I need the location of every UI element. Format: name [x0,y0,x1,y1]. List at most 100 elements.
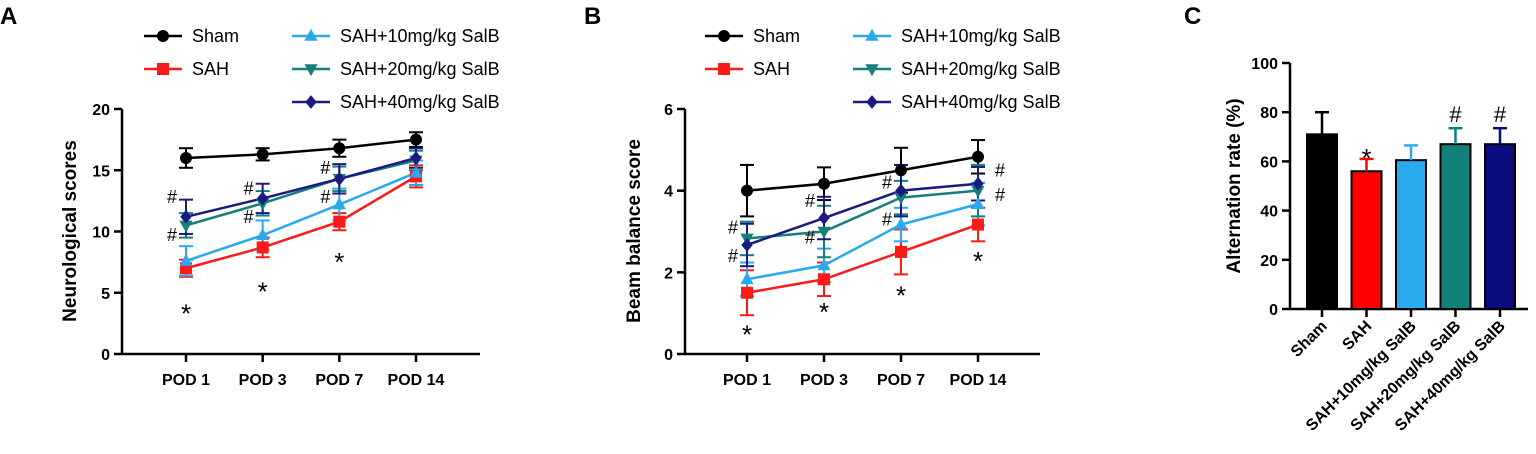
significance-star: * [896,281,906,311]
y-tick-label: 80 [1260,105,1278,122]
y-tick-label: 20 [1260,253,1278,270]
data-point-series-1 [818,177,830,190]
bar [1350,170,1383,310]
legend-marker [304,28,318,41]
significance-hash: # [995,160,1005,180]
significance-hash: # [320,158,330,178]
data-point-series-2 [972,218,984,231]
significance-star: * [258,277,268,307]
x-tick-label: SAH [1339,318,1375,354]
x-tick-label: POD 7 [877,372,925,389]
series-line-4 [185,159,417,227]
significance-star: * [181,299,191,329]
significance-hash: # [167,187,177,207]
bar [1395,159,1427,310]
data-point-series-2 [741,286,753,299]
data-point-series-5 [818,211,830,225]
legend-marker [866,95,878,109]
y-tick-label: 2 [664,265,673,282]
data-point-series-4 [179,220,193,233]
y-tick-label: 0 [664,347,673,364]
series-line-3 [185,171,417,263]
y-axis-title-a: Neurological scores [60,140,81,322]
legend-marker [305,95,317,109]
significance-hash: # [167,225,177,245]
series-line-4 [746,189,979,240]
data-point-series-5 [333,171,346,186]
significance-star: * [742,320,752,350]
y-tick-label: 15 [92,163,110,180]
significance-hash: # [882,173,892,193]
legend-entry: SAH [753,59,790,79]
legend-entry: SAH+10mg/kg SalB [901,26,1061,46]
y-tick-label: 40 [1260,204,1278,221]
series-line-5 [746,182,979,247]
legend-entry: SAH+20mg/kg SalB [340,59,500,79]
legend-entry: SAH+10mg/kg SalB [340,26,500,46]
legend-marker [157,63,169,75]
legend-marker [304,64,318,77]
legend-entry: Sham [192,26,239,46]
data-point-series-3 [894,217,908,230]
x-tick-label: POD 3 [239,372,287,389]
significance-hash: # [805,228,815,248]
data-point-series-1 [972,150,984,163]
significance-hash: # [1449,102,1462,127]
x-tick-label: POD 3 [800,372,848,389]
data-point-series-3 [409,165,423,178]
legend-entry: SAH+40mg/kg SalB [340,92,500,112]
data-point-series-3 [740,272,754,285]
significance-star: * [1361,143,1371,173]
y-tick-label: 20 [92,102,110,119]
data-point-series-4 [971,185,985,198]
series-line-2 [746,223,979,294]
significance-star: * [973,246,983,276]
legend-entry: SAH+40mg/kg SalB [901,92,1061,112]
x-tick-label: POD 14 [950,372,1007,389]
significance-star: * [334,247,344,277]
y-axis-title-b: Beam balance score [624,139,645,323]
data-point-series-5 [741,238,753,252]
y-tick-label: 0 [101,347,110,364]
significance-hash: # [805,191,815,211]
significance-star: * [819,297,829,327]
y-tick-label: 5 [101,286,110,303]
data-point-series-5 [895,183,907,198]
legend-marker [865,64,879,77]
significance-hash: # [995,185,1005,205]
bar [1306,133,1338,310]
y-tick-label: 100 [1251,56,1278,73]
y-tick-label: 6 [664,102,673,119]
x-tick-label: POD 1 [162,372,210,389]
series-line-1 [746,155,979,192]
significance-hash: # [1494,102,1507,127]
significance-hash: # [244,207,254,227]
data-point-series-2 [895,245,907,258]
data-point-series-3 [332,197,346,210]
panel-b: B Sham SAH SAH+10mg/kg SalB SAH+20mg/kg Sal… [584,3,1061,389]
series-line-3 [746,202,979,281]
data-point-series-3 [971,196,985,209]
significance-hash: # [244,179,254,199]
data-point-series-1 [180,152,192,164]
data-point-series-5 [972,176,984,191]
x-tick-label: POD 7 [315,372,363,389]
data-point-series-3 [256,227,270,240]
data-point-series-1 [410,133,422,146]
data-point-series-1 [256,148,269,161]
bar [1439,143,1472,310]
significance-hash: # [728,217,738,237]
data-point-series-1 [333,142,346,155]
significance-hash: # [882,209,892,229]
legend-marker [718,63,730,75]
x-tick-label: POD 14 [388,372,445,389]
legend-b: Sham SAH SAH+10mg/kg SalB SAH+20mg/kg SalB S… [705,26,1061,112]
plot-area-b: 0 2 4 6 POD 1 POD 3 POD 7 POD 14 * * * * # # # # # # # # [664,102,1040,389]
data-point-series-4 [894,192,908,205]
legend-entry: Sham [753,26,800,46]
data-point-series-1 [741,184,753,197]
data-point-series-1 [895,164,907,177]
legend-marker [865,28,879,41]
